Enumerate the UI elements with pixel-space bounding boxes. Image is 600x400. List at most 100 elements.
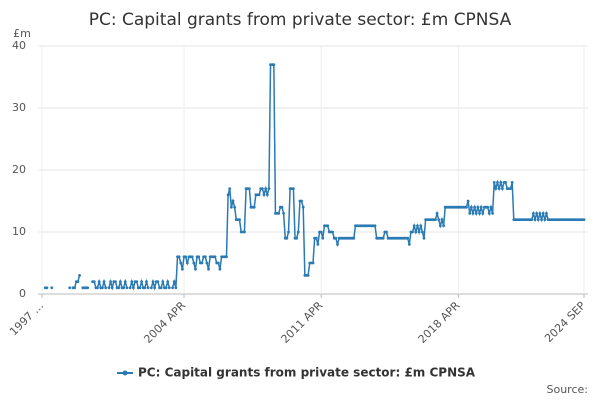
point <box>494 187 498 191</box>
y-unit: £m <box>13 27 31 40</box>
point <box>159 286 163 290</box>
point <box>282 212 286 215</box>
point <box>530 218 534 222</box>
y-tick-label: 30 <box>12 101 26 114</box>
chart-title: PC: Capital grants from private sector: … <box>89 10 512 30</box>
point <box>225 255 228 259</box>
point <box>319 230 323 234</box>
legend-label: PC: Capital grants from private sector: … <box>138 366 476 380</box>
point <box>166 280 170 283</box>
point <box>216 261 220 265</box>
y-tick-label: 40 <box>12 39 26 52</box>
point <box>200 261 204 265</box>
point <box>156 280 160 283</box>
point <box>257 193 261 197</box>
point <box>177 255 181 259</box>
point <box>412 224 416 228</box>
point <box>471 212 475 215</box>
point <box>509 187 512 191</box>
point <box>442 224 446 228</box>
point <box>180 267 184 271</box>
point <box>231 199 235 203</box>
point <box>535 212 539 215</box>
y-tick-label: 20 <box>12 163 26 176</box>
point <box>504 181 508 184</box>
point <box>476 205 480 209</box>
point <box>114 280 117 283</box>
point <box>541 212 545 215</box>
point <box>468 212 472 215</box>
point <box>469 205 473 209</box>
point <box>233 205 237 209</box>
point <box>406 236 410 240</box>
point <box>96 286 99 290</box>
point <box>92 280 96 283</box>
point <box>143 286 147 290</box>
point <box>499 181 503 184</box>
point <box>86 286 90 290</box>
point <box>435 212 439 215</box>
y-tick-label: 0 <box>19 287 26 300</box>
point <box>536 218 540 222</box>
point <box>491 212 494 215</box>
point <box>167 286 171 290</box>
legend-dot <box>122 370 128 376</box>
point <box>267 187 271 191</box>
point <box>272 63 276 66</box>
point <box>533 218 537 222</box>
point <box>352 236 356 240</box>
point <box>473 205 477 209</box>
point <box>226 193 230 197</box>
point <box>465 205 468 209</box>
point <box>422 236 426 240</box>
point <box>466 199 470 203</box>
point <box>110 286 114 290</box>
point <box>538 212 542 215</box>
point <box>218 267 222 271</box>
point <box>205 261 209 265</box>
point <box>184 255 188 259</box>
point <box>207 267 210 271</box>
point <box>487 212 491 215</box>
point <box>301 205 305 209</box>
point <box>118 280 122 283</box>
point <box>316 243 320 246</box>
point <box>489 205 493 209</box>
x-tick-label: 1997 … <box>7 299 46 338</box>
point <box>164 286 168 290</box>
point <box>190 255 194 259</box>
series-line <box>45 63 584 291</box>
point <box>146 286 150 290</box>
point <box>437 218 441 222</box>
point <box>540 218 543 222</box>
point <box>174 286 178 290</box>
x-tick-label: 2024 SEP <box>542 299 588 345</box>
point <box>128 286 132 290</box>
point <box>385 230 388 234</box>
point <box>132 286 135 290</box>
point <box>229 205 233 209</box>
point <box>373 224 377 228</box>
point <box>238 218 241 222</box>
point <box>247 187 251 191</box>
point <box>416 224 419 228</box>
point <box>331 230 334 234</box>
point <box>420 230 424 234</box>
point <box>311 261 315 265</box>
point <box>149 286 153 290</box>
point <box>102 280 106 283</box>
point <box>197 255 201 259</box>
point <box>265 193 269 197</box>
point <box>531 212 535 215</box>
point <box>510 181 514 184</box>
point <box>228 187 232 191</box>
point <box>171 286 175 290</box>
point <box>45 286 49 290</box>
point <box>262 193 266 197</box>
point <box>109 280 112 283</box>
point <box>78 274 81 277</box>
point <box>50 286 54 290</box>
point <box>417 230 421 234</box>
point <box>161 280 165 283</box>
